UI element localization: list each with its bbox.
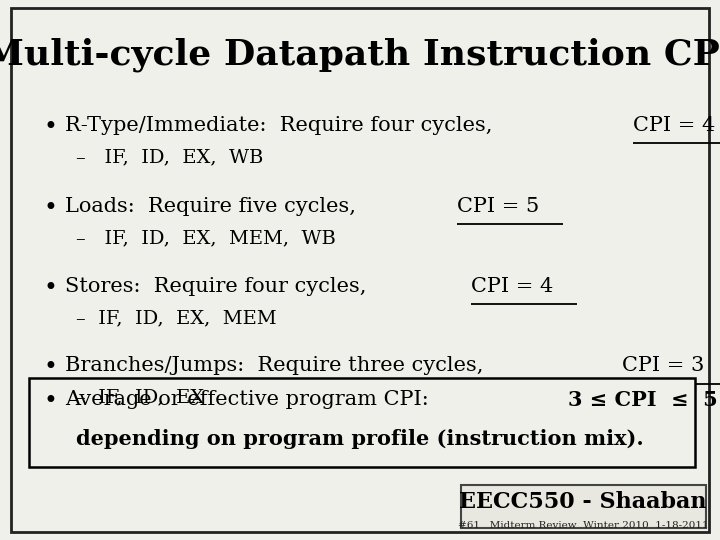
Text: •: •	[43, 116, 57, 139]
Text: Stores:  Require four cycles,: Stores: Require four cycles,	[65, 277, 379, 296]
Text: •: •	[43, 356, 57, 380]
Text: –   IF,  ID,  EX,  WB: – IF, ID, EX, WB	[76, 148, 263, 166]
Text: #61   Midterm Review  Winter 2010  1-18-2011: #61 Midterm Review Winter 2010 1-18-2011	[458, 521, 708, 530]
Text: CPI = 5: CPI = 5	[457, 197, 539, 216]
Text: CPI = 4: CPI = 4	[471, 277, 553, 296]
Text: CPI = 3: CPI = 3	[622, 356, 704, 375]
Text: R-Type/Immediate:  Require four cycles,: R-Type/Immediate: Require four cycles,	[65, 116, 505, 135]
Text: Branches/Jumps:  Require three cycles,: Branches/Jumps: Require three cycles,	[65, 356, 496, 375]
Text: 3 ≤ CPI  ≤  5: 3 ≤ CPI ≤ 5	[568, 390, 718, 410]
Text: –   IF,  ID,  EX,  MEM,  WB: – IF, ID, EX, MEM, WB	[76, 230, 336, 247]
Text: –  IF,  ID,  EX: – IF, ID, EX	[76, 389, 204, 407]
Text: depending on program profile (instruction mix).: depending on program profile (instructio…	[76, 429, 644, 449]
Text: CPI = 4: CPI = 4	[634, 116, 716, 135]
Text: Loads:  Require five cycles,: Loads: Require five cycles,	[65, 197, 369, 216]
Text: •: •	[43, 390, 57, 413]
Text: –  IF,  ID,  EX,  MEM: – IF, ID, EX, MEM	[76, 309, 276, 327]
Text: EECC550 - Shaaban: EECC550 - Shaaban	[459, 491, 707, 514]
Bar	[29, 378, 695, 467]
Text: Average or effective program CPI:: Average or effective program CPI:	[65, 390, 455, 409]
Text: •: •	[43, 197, 57, 220]
Text: Multi-cycle Datapath Instruction CPI: Multi-cycle Datapath Instruction CPI	[0, 38, 720, 72]
Bar	[461, 485, 706, 528]
Text: •: •	[43, 277, 57, 300]
